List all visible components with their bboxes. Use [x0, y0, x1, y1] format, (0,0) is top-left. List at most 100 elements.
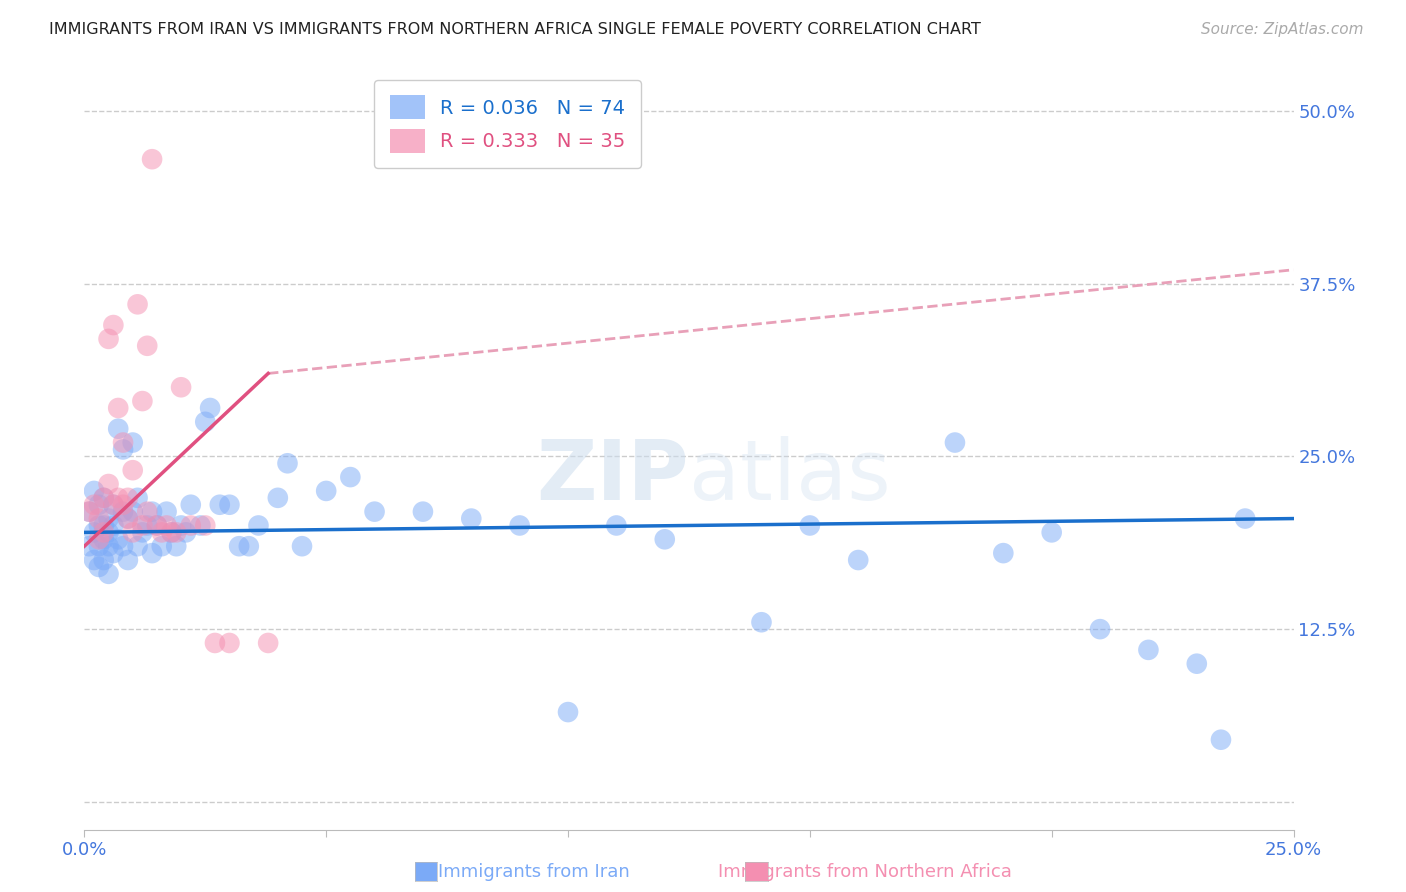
Point: [83, 525, 105, 540]
Point: [121, 435, 143, 450]
Point: [107, 422, 129, 436]
Point: [117, 491, 139, 505]
Point: [799, 518, 821, 533]
Point: [77, 505, 100, 519]
Point: [141, 152, 163, 166]
Point: [112, 442, 135, 457]
Point: [121, 463, 143, 477]
Point: [93, 553, 115, 567]
Point: [77, 539, 100, 553]
Point: [83, 498, 105, 512]
Point: [751, 615, 773, 630]
Point: [170, 518, 193, 533]
Point: [141, 546, 163, 560]
Point: [1088, 622, 1111, 636]
Point: [291, 539, 314, 553]
Point: [204, 636, 226, 650]
Point: [117, 511, 139, 525]
Point: [165, 525, 187, 540]
Point: [160, 525, 183, 540]
Point: [127, 297, 149, 311]
Point: [103, 318, 125, 332]
Point: [1234, 511, 1257, 525]
Point: [107, 401, 129, 415]
Point: [412, 505, 434, 519]
Point: [103, 498, 125, 512]
Point: [190, 518, 212, 533]
Point: [93, 533, 115, 547]
Point: [103, 546, 125, 560]
Point: [121, 505, 143, 519]
Point: [165, 539, 187, 553]
Point: [112, 505, 135, 519]
Point: [103, 498, 125, 512]
Point: [141, 505, 163, 519]
Point: [208, 498, 231, 512]
Point: [93, 525, 115, 540]
Point: [276, 456, 298, 470]
Point: [557, 705, 579, 719]
Point: [363, 505, 385, 519]
Point: [943, 435, 966, 450]
Point: [112, 539, 135, 553]
Point: [97, 332, 120, 346]
Point: [87, 518, 110, 533]
Text: Immigrants from Northern Africa: Immigrants from Northern Africa: [717, 863, 1012, 881]
Point: [1040, 525, 1063, 540]
Point: [103, 518, 125, 533]
Point: [93, 491, 115, 505]
Point: [160, 525, 183, 540]
Point: [131, 518, 153, 533]
Point: [83, 553, 105, 567]
Point: [93, 491, 115, 505]
Point: [77, 505, 100, 519]
Point: [1137, 643, 1160, 657]
Text: IMMIGRANTS FROM IRAN VS IMMIGRANTS FROM NORTHERN AFRICA SINGLE FEMALE POVERTY CO: IMMIGRANTS FROM IRAN VS IMMIGRANTS FROM …: [49, 22, 981, 37]
Point: [605, 518, 627, 533]
Point: [993, 546, 1015, 560]
Point: [180, 498, 202, 512]
Text: Immigrants from Iran: Immigrants from Iran: [439, 863, 630, 881]
Point: [155, 505, 177, 519]
Point: [846, 553, 869, 567]
Point: [228, 539, 250, 553]
Point: [194, 415, 217, 429]
Point: [146, 518, 169, 533]
Point: [87, 539, 110, 553]
Point: [247, 518, 270, 533]
Point: [509, 518, 531, 533]
Point: [87, 533, 110, 547]
Point: [1185, 657, 1208, 671]
Legend: R = 0.036   N = 74, R = 0.333   N = 35: R = 0.036 N = 74, R = 0.333 N = 35: [374, 79, 641, 168]
Point: [87, 498, 110, 512]
Point: [315, 483, 337, 498]
Point: [257, 636, 280, 650]
Point: [150, 539, 173, 553]
Point: [131, 394, 153, 409]
Point: [198, 401, 221, 415]
Text: ZIP: ZIP: [537, 436, 689, 517]
Point: [97, 539, 120, 553]
Point: [93, 518, 115, 533]
Point: [97, 477, 120, 491]
Point: [654, 533, 676, 547]
Text: atlas: atlas: [689, 436, 890, 517]
Point: [155, 518, 177, 533]
Point: [97, 511, 120, 525]
Point: [180, 518, 202, 533]
Point: [87, 511, 110, 525]
Point: [146, 518, 169, 533]
Point: [194, 518, 217, 533]
Point: [460, 511, 482, 525]
Point: [150, 525, 173, 540]
Point: [87, 560, 110, 574]
Point: [218, 636, 240, 650]
Point: [136, 339, 159, 353]
Point: [267, 491, 290, 505]
Point: [117, 511, 139, 525]
Point: [117, 553, 139, 567]
Point: [112, 435, 135, 450]
Point: [127, 491, 149, 505]
Point: [170, 380, 193, 394]
Point: [174, 525, 197, 540]
